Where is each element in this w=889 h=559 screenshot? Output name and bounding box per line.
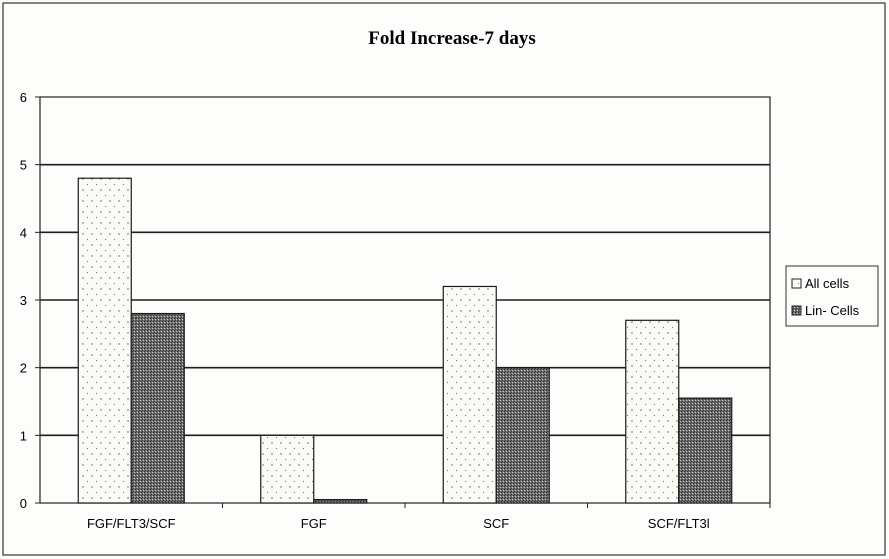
x-axis-labels: FGF/FLT3/SCF FGF SCF SCF/FLT3l — [87, 503, 771, 531]
bar-all-cells-3 — [625, 319, 680, 504]
legend-swatch-all-cells — [791, 278, 802, 289]
y-tick-label: 1 — [20, 428, 27, 443]
x-category-label: FGF/FLT3/SCF — [87, 516, 176, 531]
y-tick-label: 5 — [20, 158, 27, 173]
y-tick-label: 4 — [20, 225, 27, 240]
bar-lin-cells-1 — [313, 499, 368, 504]
y-tick-label: 6 — [20, 90, 27, 105]
legend-label-all-cells: All cells — [805, 276, 850, 291]
bar-all-cells-2 — [442, 285, 497, 504]
y-tick-label: 0 — [20, 496, 27, 511]
y-axis-ticks: 0 1 2 3 4 5 6 — [20, 90, 40, 511]
bar-all-cells-1 — [260, 434, 315, 504]
legend-label-lin-cells: Lin- Cells — [805, 303, 860, 318]
bar-lin-cells-2 — [495, 367, 550, 504]
y-tick-label: 2 — [20, 361, 27, 376]
legend-swatch-lin-cells — [791, 305, 802, 316]
bars — [77, 177, 733, 504]
bar-lin-cells-0 — [130, 312, 185, 504]
chart-title: Fold Increase-7 days — [368, 28, 535, 49]
bar-lin-cells-3 — [678, 397, 733, 504]
bar-all-cells-0 — [77, 177, 132, 504]
legend-box — [785, 265, 879, 327]
legend: All cells Lin- Cells — [785, 265, 879, 327]
x-category-label: SCF — [483, 516, 509, 531]
x-category-label: FGF — [301, 516, 327, 531]
y-tick-label: 3 — [20, 293, 27, 308]
x-category-label: SCF/FLT3l — [648, 516, 710, 531]
